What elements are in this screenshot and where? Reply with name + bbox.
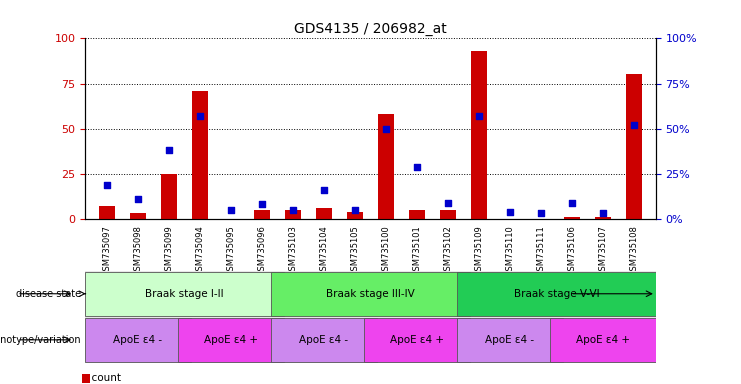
Bar (85, 318, 190, 362)
Bar (316, 208, 332, 219)
Text: Braak stage III-IV: Braak stage III-IV (326, 289, 415, 299)
Point (535, 210, 547, 217)
Bar (130, 214, 146, 219)
Bar (271, 318, 376, 362)
Point (194, 113, 206, 119)
Bar (285, 210, 301, 219)
Bar (457, 318, 562, 362)
Bar (179, 318, 284, 362)
Point (349, 207, 361, 213)
Point (628, 122, 640, 128)
Bar (471, 51, 487, 219)
Point (101, 182, 113, 188)
Bar (254, 210, 270, 219)
Text: Braak stage I-II: Braak stage I-II (145, 289, 224, 299)
Text: ApoE ε4 +: ApoE ε4 + (390, 335, 444, 345)
Point (504, 209, 516, 215)
Text: ApoE ε4 +: ApoE ε4 + (204, 335, 258, 345)
Text: genotype/variation: genotype/variation (0, 335, 82, 345)
Point (163, 147, 175, 153)
Bar (440, 210, 456, 219)
Point (380, 126, 392, 132)
Bar (551, 318, 656, 362)
Title: GDS4135 / 206982_at: GDS4135 / 206982_at (294, 22, 447, 36)
Bar (162, 174, 176, 219)
Point (256, 201, 268, 207)
Bar (271, 271, 470, 316)
Point (473, 113, 485, 119)
Text: ApoE ε4 -: ApoE ε4 - (113, 335, 162, 345)
Bar (85, 271, 284, 316)
Point (411, 164, 423, 170)
Bar (99, 206, 115, 219)
Text: ApoE ε4 +: ApoE ε4 + (576, 335, 630, 345)
Point (287, 207, 299, 213)
Bar (192, 91, 207, 219)
Bar (626, 74, 642, 219)
Bar (365, 318, 470, 362)
Text: ApoE ε4 -: ApoE ε4 - (299, 335, 348, 345)
Bar (378, 114, 393, 219)
Bar (565, 217, 579, 219)
Point (442, 200, 454, 206)
Point (318, 187, 330, 193)
Bar (595, 217, 611, 219)
Bar (457, 271, 656, 316)
Bar (409, 210, 425, 219)
Point (132, 196, 144, 202)
Point (225, 207, 237, 213)
Text: disease state: disease state (16, 289, 82, 299)
Text: Braak stage V-VI: Braak stage V-VI (514, 289, 599, 299)
Text: ApoE ε4 -: ApoE ε4 - (485, 335, 534, 345)
Point (566, 200, 578, 206)
Bar (348, 212, 363, 219)
Point (597, 210, 609, 217)
Text: count: count (85, 373, 122, 383)
